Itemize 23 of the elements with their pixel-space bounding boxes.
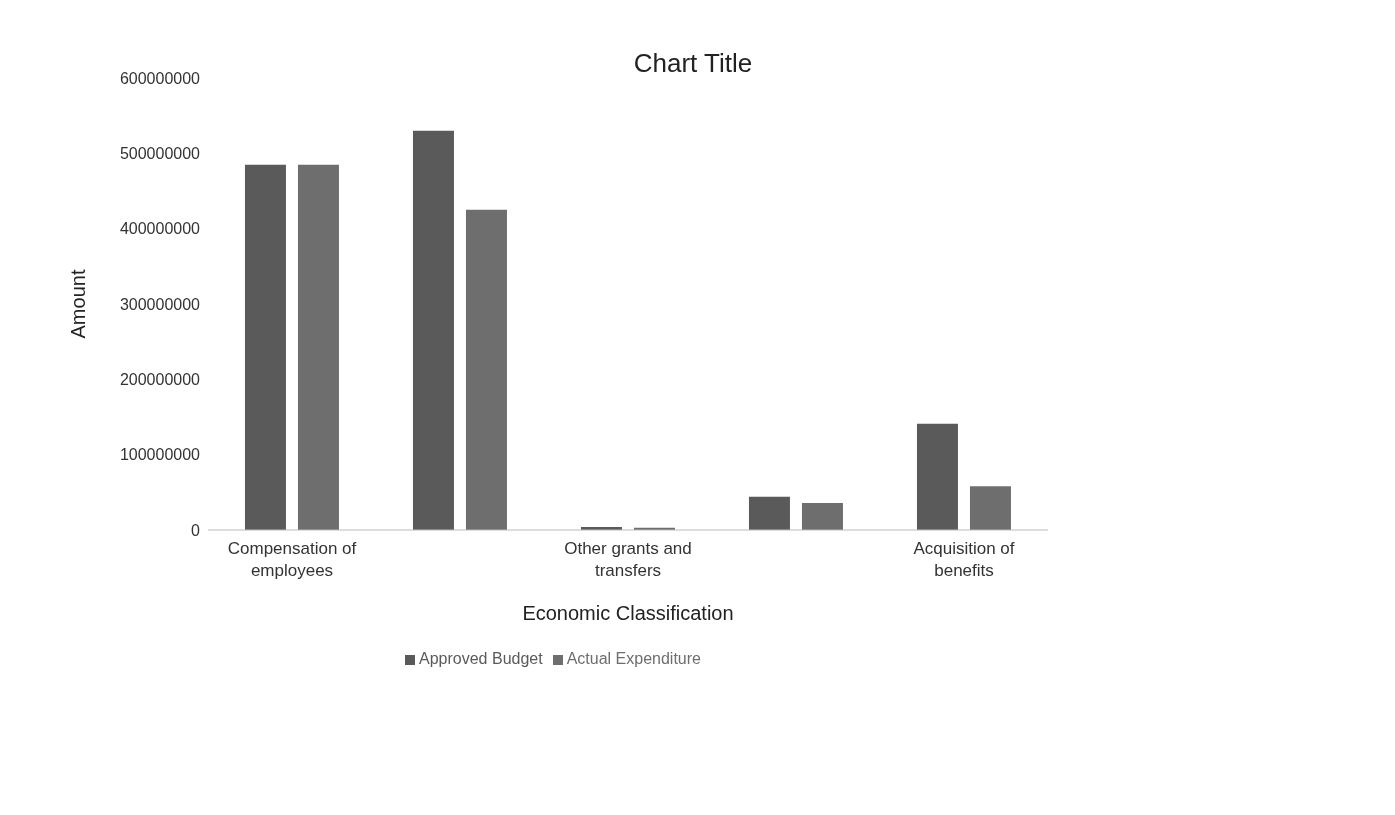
legend-label: Approved Budget	[419, 650, 543, 667]
x-tick-label: Compensation of employees	[227, 539, 357, 580]
x-axis-title: Economic Classification	[522, 602, 734, 624]
bar	[244, 164, 286, 530]
y-tick-label: 400000000	[119, 220, 201, 238]
y-tick-label: 300000000	[119, 295, 201, 313]
y-tick-label: 500000000	[119, 145, 201, 163]
x-tick-label: Acquisition of benefits	[913, 539, 1015, 580]
legend-label: Actual Expenditure	[566, 650, 701, 667]
y-tick-label: 200000000	[119, 371, 201, 389]
y-tick-label: 0	[191, 521, 201, 539]
bar	[412, 130, 454, 530]
bar	[465, 209, 507, 530]
bar	[748, 496, 790, 530]
y-axis-title: Amount	[67, 269, 90, 339]
x-tick-label: Other grants and transfers	[564, 539, 692, 580]
bar	[297, 164, 339, 530]
bar	[916, 423, 958, 530]
y-tick-label: 100000000	[119, 446, 201, 464]
chart-title: Chart Title	[633, 48, 753, 78]
bar	[969, 486, 1011, 530]
bar	[801, 502, 843, 530]
y-tick-label: 600000000	[119, 69, 201, 87]
